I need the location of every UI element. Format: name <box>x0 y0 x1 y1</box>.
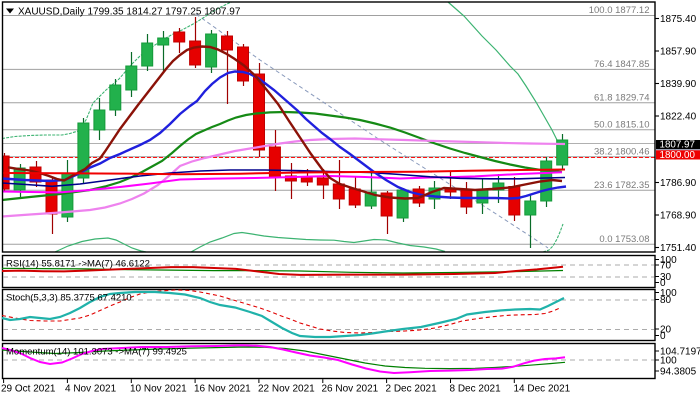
svg-text:1822.40: 1822.40 <box>660 112 697 123</box>
svg-text:70: 70 <box>660 261 672 272</box>
svg-text:23.6 1782.35: 23.6 1782.35 <box>594 180 649 191</box>
svg-text:1800.00: 1800.00 <box>660 150 696 161</box>
svg-text:1807.97: 1807.97 <box>660 140 695 151</box>
svg-text:1857.90: 1857.90 <box>660 47 697 58</box>
svg-text:1768.90: 1768.90 <box>660 211 697 222</box>
svg-text:30: 30 <box>660 272 672 283</box>
svg-text:Stoch(5,3,3) 85.3775 67.4210: Stoch(5,3,3) 85.3775 67.4210 <box>6 293 132 304</box>
svg-text:0.0 1753.08: 0.0 1753.08 <box>599 234 649 245</box>
svg-text:100.0 1877.12: 100.0 1877.12 <box>589 5 650 16</box>
svg-text:38.2 1800.46: 38.2 1800.46 <box>594 146 649 157</box>
svg-text:4 Nov 2021: 4 Nov 2021 <box>65 384 117 395</box>
svg-text:8 Dec 2021: 8 Dec 2021 <box>450 384 502 395</box>
svg-text:1875.40: 1875.40 <box>660 14 697 25</box>
svg-text:22 Nov 2021: 22 Nov 2021 <box>258 384 315 395</box>
svg-text:1786.90: 1786.90 <box>660 178 697 189</box>
svg-text:100: 100 <box>660 255 677 266</box>
svg-text:94.3805: 94.3805 <box>660 367 697 378</box>
svg-text:0: 0 <box>660 331 666 342</box>
svg-text:1839.90: 1839.90 <box>660 79 697 90</box>
svg-text:80: 80 <box>660 295 672 306</box>
svg-text:Momentum(14) 101.3073 ->MA(7): Momentum(14) 101.3073 ->MA(7) 99.4925 <box>6 347 187 358</box>
svg-text:1751.40: 1751.40 <box>660 243 697 254</box>
svg-text:61.8 1829.74: 61.8 1829.74 <box>594 92 649 103</box>
svg-text:100: 100 <box>660 288 677 299</box>
svg-text:10 Nov 2021: 10 Nov 2021 <box>130 384 187 395</box>
svg-text:50.0 1815.10: 50.0 1815.10 <box>594 119 649 130</box>
svg-text:16 Nov 2021: 16 Nov 2021 <box>194 384 251 395</box>
svg-text:XAUUSD,Daily 1799.35 1814.27: XAUUSD,Daily 1799.35 1814.27 1797.25 180… <box>18 7 241 18</box>
svg-text:26 Nov 2021: 26 Nov 2021 <box>322 384 379 395</box>
svg-text:100: 100 <box>660 356 677 367</box>
svg-text:0: 0 <box>660 278 666 289</box>
svg-text:14 Dec 2021: 14 Dec 2021 <box>514 384 571 395</box>
svg-text:20: 20 <box>660 325 672 336</box>
svg-text:29 Oct 2021: 29 Oct 2021 <box>1 384 56 395</box>
svg-text:2 Dec 2021: 2 Dec 2021 <box>386 384 438 395</box>
svg-text:76.4 1847.85: 76.4 1847.85 <box>594 59 649 70</box>
svg-text:RSI(14) 55.8171 ->MA(7) 46.61: RSI(14) 55.8171 ->MA(7) 46.6122 <box>6 259 150 270</box>
svg-text:104.7197: 104.7197 <box>660 347 700 358</box>
